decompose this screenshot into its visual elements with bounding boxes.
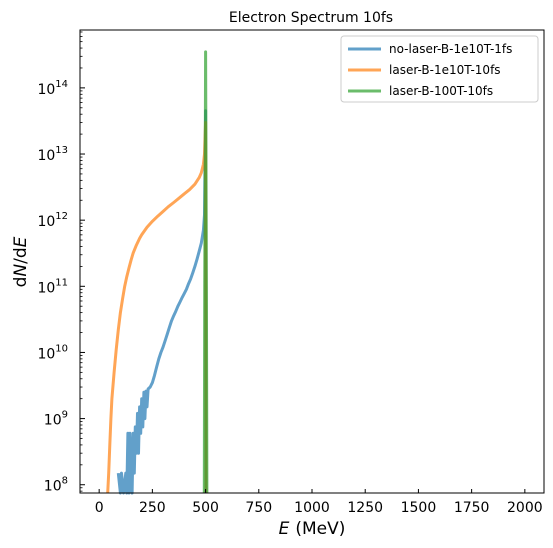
- x-axis-title: E (MeV): [279, 519, 346, 539]
- series-line-3: [202, 50, 209, 494]
- x-axis-ticks: 0 250 500 750 1000 1250 1500 1750 2000: [95, 489, 543, 516]
- legend-box: [340, 35, 539, 103]
- y-tick-label: 1014: [37, 79, 68, 98]
- y-tick-label: 1013: [37, 145, 68, 164]
- legend: no-laser-B-1e10T-1fs laser-B-1e10T-10fs …: [340, 35, 539, 103]
- x-tick-label: 2000: [507, 500, 543, 516]
- y-axis-ticks: 108 109 1010 1011 1012 1013 1014: [37, 31, 85, 495]
- y-tick-label: 1011: [37, 277, 68, 296]
- y-tick-label: 109: [44, 410, 68, 429]
- series-layer: [106, 50, 209, 495]
- y-axis-title-part-1: d: [11, 277, 31, 288]
- x-tick-label: 750: [245, 500, 272, 516]
- series-line-1: [116, 109, 208, 495]
- x-axis-title-unit: (MeV): [295, 519, 345, 539]
- x-tick-label: 250: [139, 500, 166, 516]
- x-axis-title-symbol: E: [279, 519, 290, 539]
- y-tick-label: 1010: [37, 343, 68, 362]
- y-tick-label: 1012: [37, 211, 68, 230]
- x-tick-label: 1250: [347, 500, 383, 516]
- x-tick-label: 1750: [454, 500, 490, 516]
- series-line-2: [106, 121, 208, 494]
- y-axis-title-part-3: /d: [11, 247, 31, 264]
- y-axis-title: dN/dE: [11, 236, 31, 287]
- legend-label-no-laser: no-laser-B-1e10T-1fs: [389, 42, 512, 56]
- legend-label-laser-100t: laser-B-100T-10fs: [389, 84, 493, 98]
- y-axis-title-part-4: E: [11, 236, 31, 247]
- legend-label-laser-1e10t: laser-B-1e10T-10fs: [389, 63, 501, 77]
- x-tick-label: 0: [95, 500, 104, 516]
- chart-title: Electron Spectrum 10fs: [229, 10, 393, 26]
- y-tick-label: 108: [44, 476, 68, 495]
- x-tick-label: 1500: [401, 500, 437, 516]
- y-axis-title-part-2: N: [11, 264, 31, 277]
- x-tick-label: 1000: [294, 500, 330, 516]
- x-tick-label: 500: [192, 500, 219, 516]
